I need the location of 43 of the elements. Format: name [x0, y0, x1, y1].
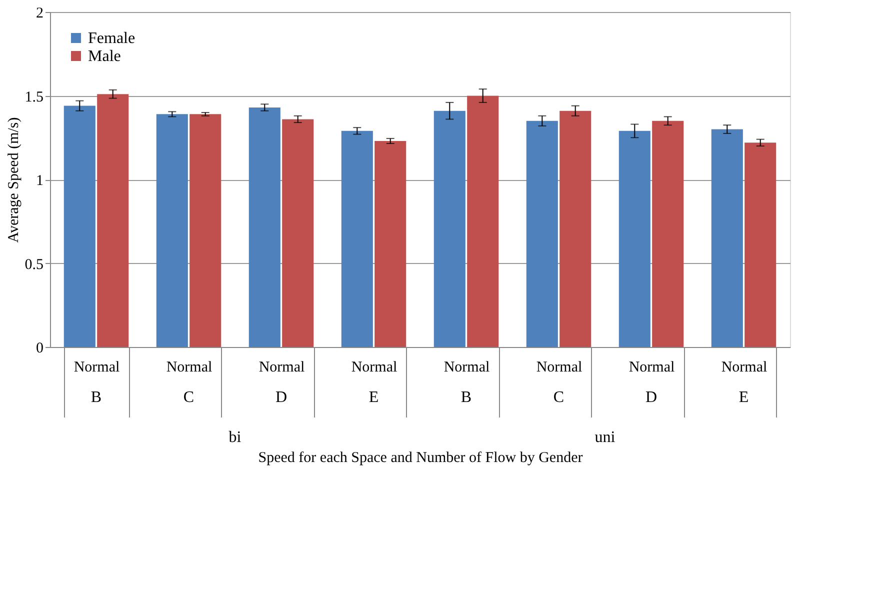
x-tick-label: Normal [74, 360, 120, 376]
text: uni [594, 429, 616, 446]
text: D [275, 389, 288, 406]
y-tick-label: 0.5 [24, 256, 44, 273]
bar [744, 142, 776, 347]
y-tick-label: 0 [36, 340, 44, 356]
x-tick-label: Normal [166, 360, 212, 376]
text: E [368, 389, 379, 406]
legend-label: Female [88, 30, 136, 47]
y-tick-label: 1 [36, 173, 44, 189]
bar [711, 129, 743, 347]
legend-label: Male [88, 48, 121, 65]
bar [374, 140, 406, 347]
x-tick-label: Normal [351, 360, 398, 376]
text: C [183, 389, 194, 406]
bar [618, 130, 650, 347]
bar [97, 94, 129, 347]
text: C [553, 389, 564, 406]
text: bi [228, 429, 242, 446]
text: D [645, 389, 658, 406]
x-tick-label: Normal [258, 360, 305, 376]
bar [282, 119, 314, 347]
text: E [738, 389, 749, 406]
bar [560, 110, 592, 347]
bar [248, 107, 280, 347]
y-axis-title: Average Speed (m/s) [6, 117, 22, 243]
x-tick-label: Normal [628, 360, 675, 376]
x-axis-title: Speed for each Space and Number of Flow by Gender [258, 450, 583, 466]
text: B [90, 389, 102, 406]
y-tick-label: 1.5 [24, 89, 44, 106]
y-tick-label: 2 [36, 6, 44, 22]
bar [190, 114, 222, 347]
bar [526, 120, 558, 347]
bar [434, 110, 466, 347]
bar [467, 96, 499, 347]
bar [64, 106, 96, 347]
text: B [460, 389, 472, 406]
x-tick-label: Normal [721, 360, 768, 376]
x-tick-label: Normal [444, 360, 490, 376]
bar [652, 120, 684, 347]
bar [156, 114, 188, 347]
bar [341, 130, 373, 347]
x-tick-label: Normal [536, 360, 582, 376]
